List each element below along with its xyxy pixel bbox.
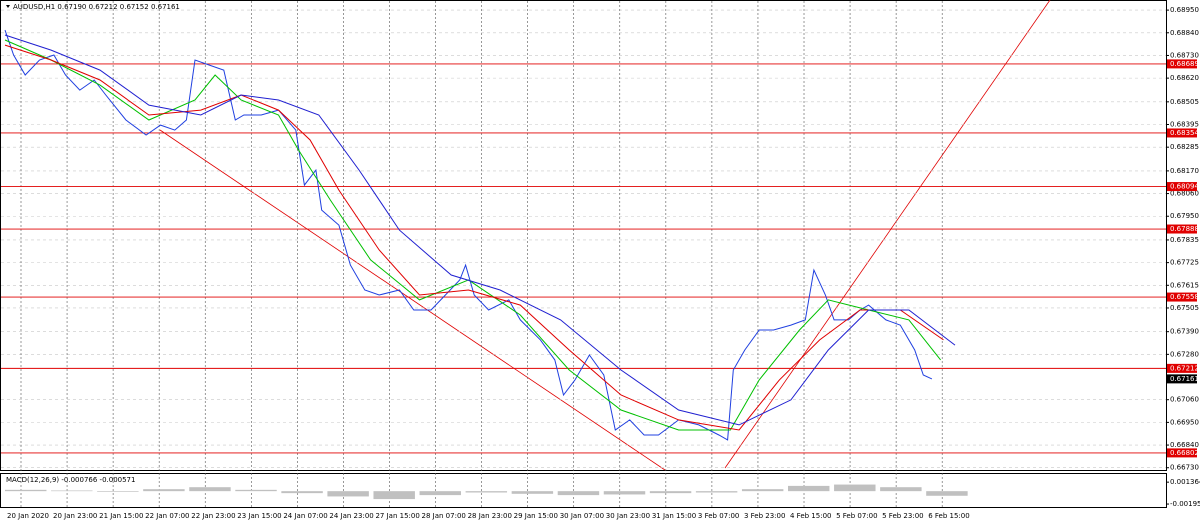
y-tick-label: 0.68950	[1170, 6, 1199, 14]
x-tick-label: 23 Jan 15:00	[237, 512, 281, 520]
x-tick-label: 20 Jan 23:00	[53, 512, 97, 520]
x-tick-label: 5 Feb 23:00	[882, 512, 923, 520]
x-tick-label: 6 Feb 15:00	[928, 512, 969, 520]
series-line	[4, 39, 941, 431]
level-label: 0.67558	[1170, 293, 1199, 301]
y-tick-label: 0.68395	[1170, 121, 1199, 129]
y-tick-label: -0.001952	[1170, 500, 1200, 508]
y-tick-label: 0.68730	[1170, 51, 1199, 59]
x-tick-label: 31 Jan 15:00	[652, 512, 696, 520]
macd-bar	[189, 487, 231, 492]
macd-bar	[5, 489, 47, 492]
x-tick-label: 24 Jan 07:00	[283, 512, 327, 520]
x-tick-label: 28 Jan 23:00	[468, 512, 512, 520]
symbol-marker	[6, 5, 10, 8]
x-tick-label: 22 Jan 07:00	[145, 512, 189, 520]
x-tick-label: 3 Feb 23:00	[744, 512, 785, 520]
y-tick-label: 0.68285	[1170, 143, 1199, 151]
x-tick-label: 22 Jan 23:00	[191, 512, 235, 520]
macd-bar	[926, 491, 968, 496]
y-tick-label: 0.68840	[1170, 29, 1199, 37]
y-tick-label: 0.66730	[1170, 464, 1199, 472]
y-tick-label: 0.67060	[1170, 396, 1199, 404]
x-tick-label: 21 Jan 15:00	[99, 512, 143, 520]
macd-bar	[281, 491, 323, 494]
macd-bar	[419, 491, 461, 496]
x-tick-label: 5 Feb 07:00	[836, 512, 877, 520]
y-tick-label: 0.67505	[1170, 304, 1199, 312]
price-label: 0.67161	[1170, 375, 1199, 383]
trend-line	[724, 0, 1051, 469]
macd-label: MACD(12,26,9) -0.000766 -0.000571	[6, 476, 135, 484]
x-tick-label: 30 Jan 23:00	[606, 512, 650, 520]
series-line	[4, 29, 933, 441]
x-tick-label: 24 Jan 23:00	[329, 512, 373, 520]
x-tick-label: 20 Jan 2020	[7, 512, 49, 520]
y-tick-label: 0.66840	[1170, 441, 1199, 449]
macd-bar	[97, 491, 139, 492]
macd-bar	[741, 489, 784, 492]
level-label-box	[1167, 363, 1197, 373]
level-label-box	[1167, 448, 1197, 458]
y-tick-label: 0.67835	[1170, 236, 1199, 244]
level-label: 0.67888	[1170, 225, 1199, 233]
macd-bar	[327, 491, 369, 497]
level-label: 0.66802	[1170, 449, 1199, 457]
y-tick-label: 0.67280	[1170, 350, 1199, 358]
price-label-box	[1167, 374, 1197, 384]
main-frame	[0, 0, 1167, 471]
y-tick-label: 0.68620	[1170, 74, 1199, 82]
x-tick-label: 4 Feb 15:00	[790, 512, 831, 520]
level-label: 0.67212	[1170, 364, 1199, 372]
chart-title: AUDUSD,H1 0.67190 0.67212 0.67152 0.6716…	[13, 3, 180, 11]
level-label-box	[1167, 292, 1197, 302]
macd-bar	[143, 489, 185, 492]
level-label: 0.68354	[1170, 129, 1199, 137]
y-tick-label: 0.67615	[1170, 281, 1199, 289]
level-label-box	[1167, 128, 1197, 138]
macd-bar	[557, 491, 600, 496]
x-tick-label: 28 Jan 07:00	[422, 512, 466, 520]
y-tick-label: 0.66950	[1170, 418, 1199, 426]
macd-bar	[51, 490, 93, 492]
level-label: 0.68689	[1170, 60, 1199, 68]
macd-frame	[0, 473, 1167, 508]
level-label-box	[1167, 224, 1197, 234]
macd-bar	[603, 491, 646, 495]
macd-bar	[235, 489, 277, 492]
x-tick-label: 29 Jan 15:00	[514, 512, 558, 520]
macd-bar	[788, 485, 830, 492]
y-tick-label: 0.001364	[1170, 478, 1200, 486]
level-label-box	[1167, 182, 1197, 192]
macd-bar	[880, 487, 922, 492]
y-tick-label: 0.68505	[1170, 98, 1199, 106]
macd-bar	[465, 491, 508, 493]
level-label: 0.68094	[1170, 183, 1199, 191]
macd-bar	[695, 491, 738, 493]
series-line	[4, 34, 956, 426]
x-tick-label: 30 Jan 07:00	[560, 512, 604, 520]
macd-bar	[373, 491, 415, 500]
y-tick-label: 0.68060	[1170, 190, 1199, 198]
level-label-box	[1167, 59, 1197, 69]
x-tick-label: 27 Jan 15:00	[375, 512, 419, 520]
y-tick-label: 0.67390	[1170, 328, 1199, 336]
macd-bar	[834, 484, 876, 492]
y-tick-label: 0.68170	[1170, 167, 1199, 175]
macd-bar	[649, 491, 692, 494]
macd-bar	[511, 491, 554, 494]
series-line	[4, 44, 944, 431]
x-tick-label: 3 Feb 07:00	[698, 512, 739, 520]
y-tick-label: 0.67950	[1170, 212, 1199, 220]
y-tick-label: 0.67725	[1170, 259, 1199, 267]
